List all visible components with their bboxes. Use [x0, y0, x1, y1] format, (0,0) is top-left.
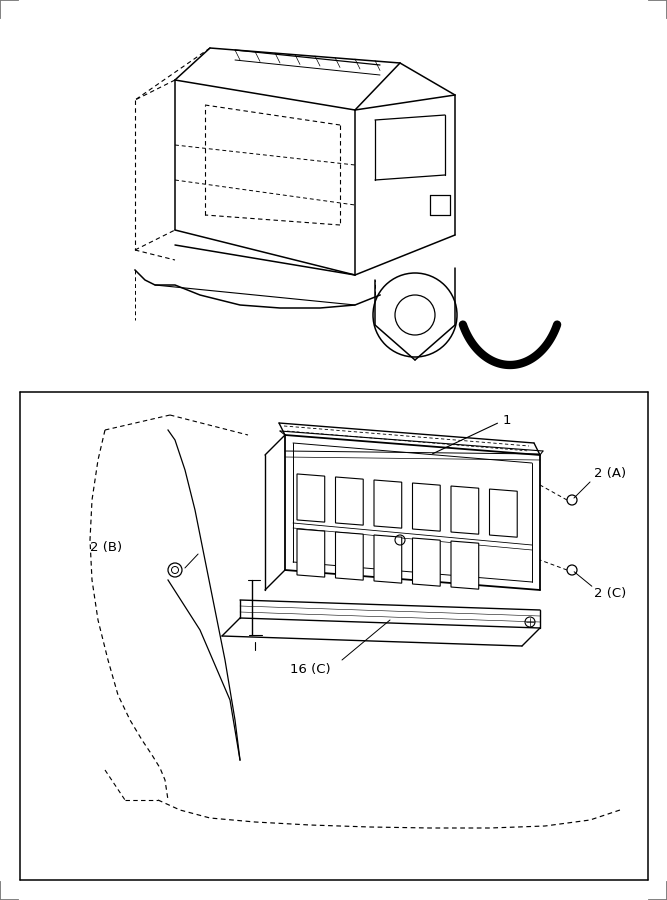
Polygon shape [336, 477, 364, 525]
Polygon shape [374, 535, 402, 583]
Polygon shape [374, 480, 402, 528]
Polygon shape [412, 538, 440, 586]
Polygon shape [297, 529, 325, 577]
Text: 16 (C): 16 (C) [290, 663, 331, 677]
Text: 2 (B): 2 (B) [90, 542, 122, 554]
Polygon shape [490, 489, 517, 537]
Text: 2 (A): 2 (A) [594, 467, 626, 481]
Polygon shape [412, 483, 440, 531]
Polygon shape [336, 532, 364, 580]
Text: 1: 1 [503, 413, 512, 427]
Polygon shape [451, 486, 479, 535]
Polygon shape [297, 474, 325, 522]
Text: 2 (C): 2 (C) [594, 588, 626, 600]
Polygon shape [451, 541, 479, 590]
